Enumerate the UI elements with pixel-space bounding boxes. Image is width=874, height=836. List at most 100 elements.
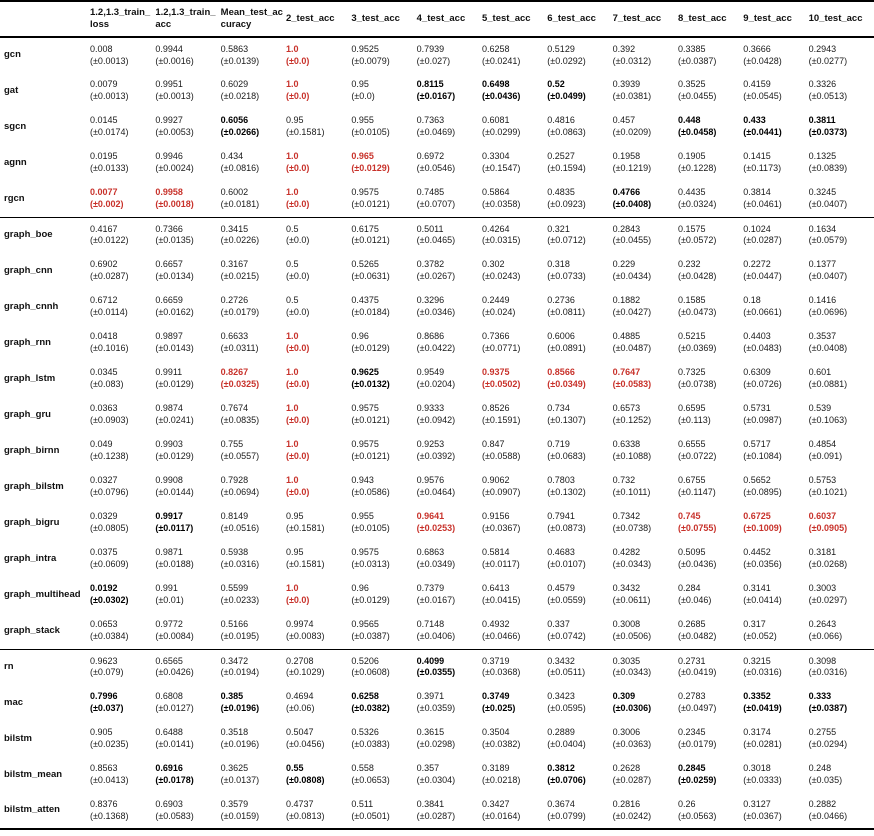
cell-stddev: (±0.0696) [808, 307, 848, 317]
cell-value: 0.2755 [808, 727, 837, 738]
metric-cell: 0.18 (±0.0661) [743, 289, 808, 325]
cell-stddev: (±0.0121) [351, 451, 390, 461]
cell-value: 0.18 [743, 295, 761, 306]
cell-stddev: (±0.0162) [155, 307, 194, 317]
metric-cell: 0.9897 (±0.0143) [155, 325, 220, 361]
cell-stddev: (±0.0179) [220, 307, 260, 317]
cell-value: 0.3504 [481, 727, 510, 738]
cell-stddev: (±0.0907) [481, 487, 521, 497]
cell-stddev: (±0.0712) [547, 235, 586, 246]
metric-cell: 0.2755 (±0.0294) [809, 721, 874, 757]
metric-cell: 0.6916 (±0.0178) [155, 757, 220, 793]
metric-cell: 0.955 (±0.0105) [351, 109, 416, 145]
metric-cell: 0.6657 (±0.0134) [155, 253, 220, 289]
cell-stddev: (±0.0259) [677, 775, 717, 785]
cell-stddev: (±0.0392) [416, 451, 456, 461]
cell-stddev: (±0.0) [285, 235, 310, 246]
cell-stddev: (±0.0315) [481, 235, 521, 246]
cell-value: 0.8566 [547, 367, 575, 378]
cell-stddev: (±0.0117) [481, 559, 520, 569]
table-row: sgcn 0.0145 (±0.0174) 0.9927 (±0.0053) 0.6056… [0, 109, 874, 145]
cell-value: 0.755 [220, 439, 244, 450]
cell-value: 0.0418 [90, 331, 118, 342]
cell-stddev: (±0.0356) [743, 559, 782, 569]
cell-stddev: (±0.0) [285, 451, 310, 461]
cell-value: 0.8376 [90, 798, 118, 809]
cell-value: 0.248 [808, 763, 832, 774]
cell-stddev: (±0.0127) [155, 703, 194, 713]
cell-value: 0.5047 [285, 727, 314, 738]
cell-value: 0.95 [285, 511, 304, 522]
row-label: graph_intra [4, 552, 57, 564]
metric-cell: 0.3579 (±0.0159) [221, 793, 286, 829]
row-label: graph_cnnh [4, 300, 59, 312]
metric-cell: 0.3304 (±0.1547) [482, 145, 547, 181]
metric-cell: 1.0 (±0.0) [286, 433, 351, 469]
cell-stddev: (±0.0188) [155, 559, 194, 569]
cell-stddev: (±0.079) [90, 667, 124, 678]
row-label: bilstm_atten [4, 804, 60, 816]
cell-value: 0.0145 [90, 115, 118, 126]
cell-value: 0.6595 [677, 403, 706, 414]
cell-stddev: (±0.0588) [481, 451, 521, 461]
cell-stddev: (±0.0733) [547, 271, 586, 281]
cell-value: 0.457 [612, 115, 636, 126]
cell-stddev: (±0.0121) [351, 198, 390, 209]
metric-cell: 0.6595 (±0.113) [678, 397, 743, 433]
cell-stddev: (±0.1147) [677, 487, 716, 497]
cell-value: 0.7366 [155, 223, 183, 234]
metric-cell: 0.4683 (±0.0107) [547, 541, 612, 577]
metric-cell: 0.4579 (±0.0559) [547, 577, 612, 613]
cell-stddev: (±0.024) [481, 307, 516, 317]
cell-value: 0.4766 [612, 187, 641, 198]
column-header: Mean_test_accuracy [220, 1, 286, 38]
cell-value: 0.385 [220, 691, 244, 702]
cell-stddev: (±0.0179) [677, 739, 717, 749]
cell-stddev: (±0.1581) [285, 127, 325, 137]
cell-value: 0.4737 [285, 798, 314, 809]
cell-stddev: (±0.0497) [677, 703, 717, 713]
cell-stddev: (±0.0) [285, 163, 310, 173]
cell-stddev: (±0.1581) [285, 523, 325, 533]
metric-cell: 0.5326 (±0.0383) [351, 721, 416, 757]
metric-cell: 0.5 (±0.0) [286, 253, 351, 289]
cell-value: 0.4694 [285, 691, 314, 702]
cell-value: 0.9575 [351, 547, 379, 558]
cell-value: 0.0363 [90, 403, 118, 414]
cell-stddev: (±0.0) [285, 343, 310, 353]
cell-value: 0.5652 [743, 475, 771, 486]
cell-stddev: (±0.0404) [547, 739, 586, 749]
metric-cell: 0.3427 (±0.0164) [482, 793, 547, 829]
metric-cell: 0.2816 (±0.0242) [613, 793, 678, 829]
cell-stddev: (±0.091) [808, 451, 843, 461]
cell-stddev: (±0.0218) [481, 775, 521, 785]
cell-stddev: (±0.0018) [155, 198, 194, 209]
cell-stddev: (±0.0501) [351, 810, 390, 821]
cell-value: 0.3841 [416, 798, 445, 809]
cell-value: 0.3415 [220, 223, 249, 234]
cell-value: 0.357 [416, 763, 440, 774]
metric-cell: 1.0 (±0.0) [286, 37, 351, 73]
cell-value: 0.9951 [155, 79, 183, 90]
metric-cell: 0.4452 (±0.0356) [743, 541, 808, 577]
cell-value: 0.008 [90, 43, 113, 54]
cell-stddev: (±0.1084) [743, 451, 782, 461]
metric-cell: 0.9525 (±0.0079) [351, 37, 416, 73]
row-label: graph_birnn [4, 444, 60, 456]
metric-cell: 0.511 (±0.0501) [351, 793, 416, 829]
cell-stddev: (±0.0428) [743, 55, 782, 66]
metric-cell: 0.9944 (±0.0016) [155, 37, 220, 73]
cell-value: 0.7342 [612, 511, 641, 522]
cell-value: 0.8686 [416, 331, 445, 342]
metric-cell: 0.9333 (±0.0942) [417, 397, 482, 433]
cell-value: 0.6488 [155, 727, 183, 738]
metric-cell: 0.9625 (±0.0132) [351, 361, 416, 397]
cell-stddev: (±0.113) [677, 415, 711, 425]
cell-value: 0.3006 [612, 727, 641, 738]
metric-cell: 0.6258 (±0.0382) [351, 685, 416, 721]
cell-stddev: (±0.0) [285, 307, 310, 317]
cell-value: 0.4683 [547, 547, 575, 558]
metric-cell: 0.3189 (±0.0218) [482, 757, 547, 793]
cell-stddev: (±0.0738) [677, 379, 717, 389]
cell-stddev: (±0.0363) [612, 739, 652, 749]
